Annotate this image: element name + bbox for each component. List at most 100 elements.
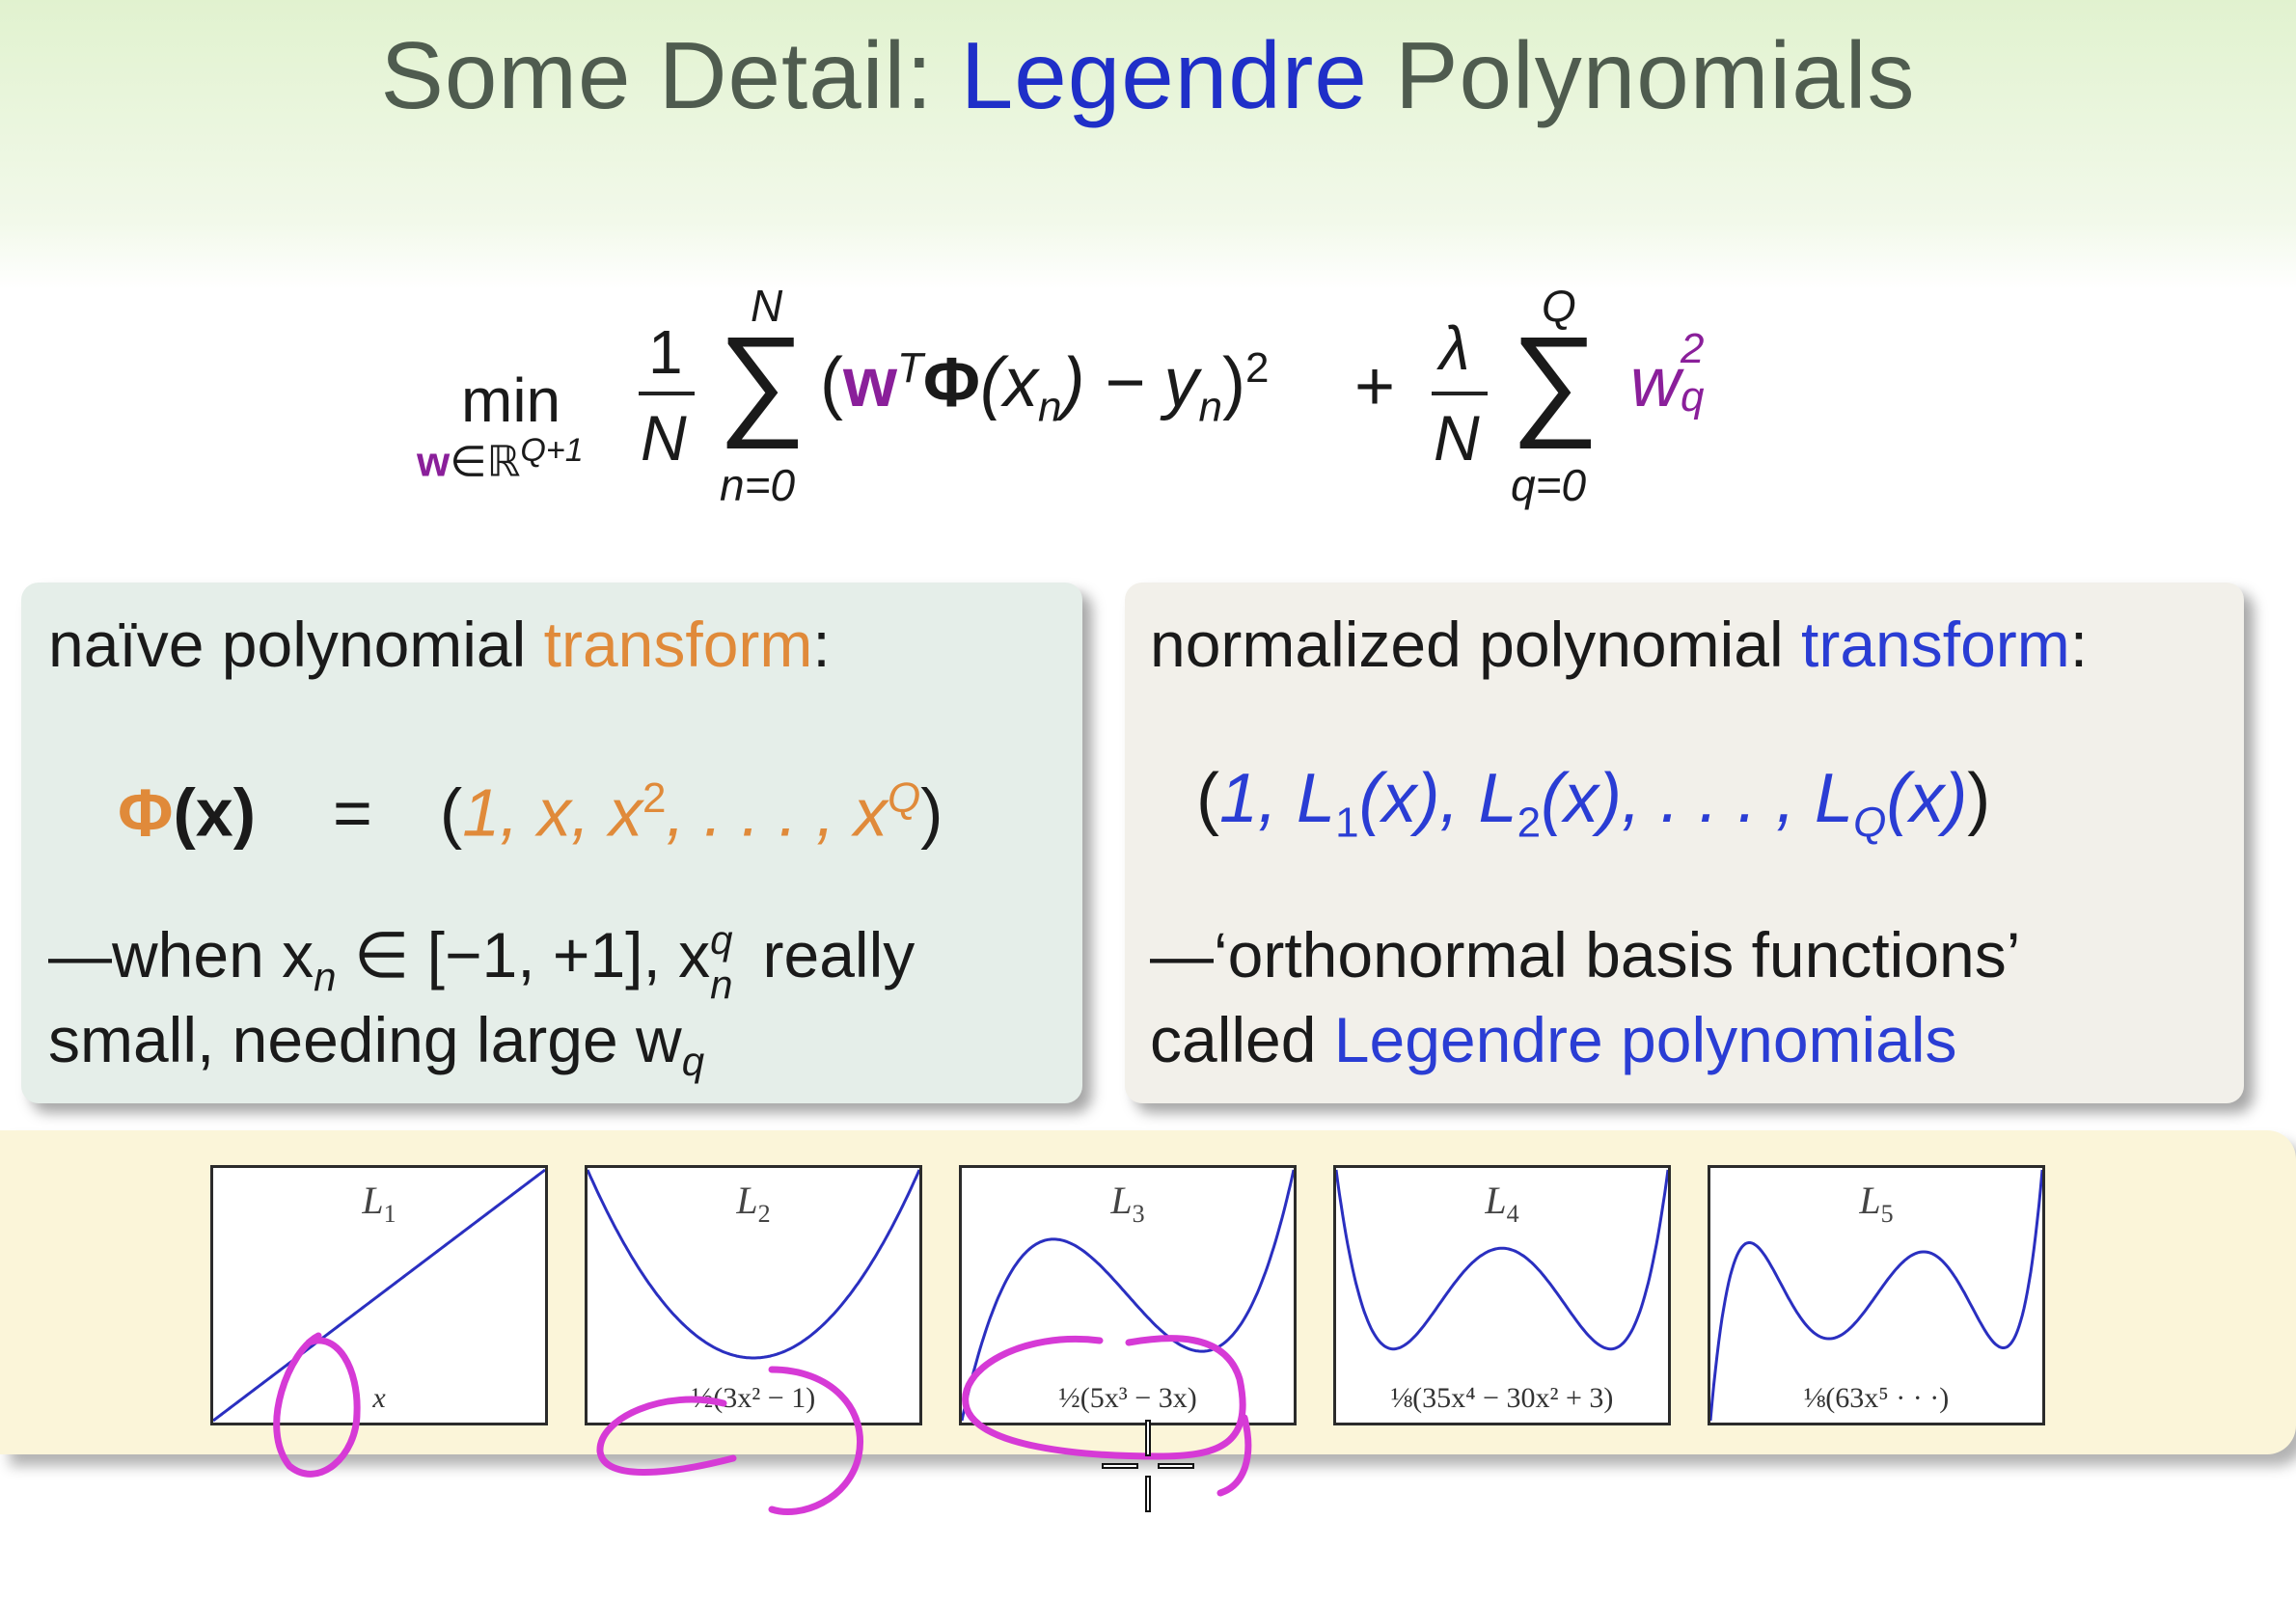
plot-L3-label-L: L xyxy=(1110,1179,1133,1222)
naive-x-arg: (x) xyxy=(173,774,257,851)
plot-L5-formula: ⅛(63x⁵ · · ·) xyxy=(1803,1382,1950,1414)
frac2-den: N xyxy=(1434,402,1480,474)
naive-heading: naïve polynomial transform: xyxy=(48,602,831,687)
naive-transform-box: naïve polynomial transform: Φ(x) = (1, x, … xyxy=(21,583,1082,1103)
xn-close: ) − y xyxy=(1061,344,1199,421)
normalized-heading-suffix: : xyxy=(2069,609,2089,680)
plot-L3-curve-svg xyxy=(962,1169,1294,1422)
normalized-note2-prefix: called xyxy=(1150,1004,1334,1075)
legendre-p1: (x), L xyxy=(1358,760,1517,837)
sum2-sigma: ∑ xyxy=(1511,312,1599,449)
xn-open: (x xyxy=(980,344,1038,421)
naive-note-c: really xyxy=(745,919,916,990)
plot-L1: L1 x xyxy=(210,1165,548,1425)
naive-vector-body: 1, x, x xyxy=(462,774,642,851)
naive-heading-prefix: naïve polynomial xyxy=(48,609,544,680)
frac1-num: 1 xyxy=(648,317,683,387)
min-subscript: w∈ℝQ+1 xyxy=(417,432,584,487)
naive-note2-a: small, needing large w xyxy=(48,1004,682,1075)
plot-L2-label-sub: 2 xyxy=(757,1200,771,1228)
crosshair-highlight xyxy=(1104,1422,1192,1510)
plot-L4-curve xyxy=(1336,1169,1668,1351)
residual-term: (wTΦ(xn) − yn)2 xyxy=(820,343,1269,431)
wq-base: w xyxy=(1630,344,1681,421)
frac1-den: N xyxy=(641,402,687,474)
normalized-note2-highlight: Legendre polynomials xyxy=(1333,1004,1957,1075)
min-operator: min xyxy=(461,366,561,435)
legendre-sub2: 2 xyxy=(1517,799,1542,847)
plot-L1-label-sub: 1 xyxy=(383,1200,396,1228)
plot-L2-label: L2 xyxy=(588,1178,919,1229)
naive-heading-suffix: : xyxy=(812,609,831,680)
legendre-p2: (x), . . . , L xyxy=(1541,760,1854,837)
legendre-body: 1, L xyxy=(1218,760,1336,837)
square: 2 xyxy=(1244,344,1270,392)
legendre-vector: (1, L1(x), L2(x), . . . , LQ(x)) xyxy=(1196,756,1990,865)
legendre-close: ) xyxy=(1967,760,1991,837)
phi-symbol: Φ xyxy=(922,344,980,421)
wq-sub: q xyxy=(1681,373,1705,421)
naive-note2-sub: q xyxy=(681,1039,705,1085)
plot-L3-formula: ½(5x³ − 3x) xyxy=(1058,1382,1197,1414)
plot-L5: L5 ⅛(63x⁵ · · ·) xyxy=(1708,1165,2045,1425)
plot-L2-formula: ½(3x² − 1) xyxy=(691,1382,816,1414)
slide-title: Some Detail: Legendre Polynomials xyxy=(0,21,2296,130)
naive-heading-highlight: transform xyxy=(543,609,813,680)
sum2-top: Q xyxy=(1542,281,1576,331)
legendre-subQ: Q xyxy=(1853,799,1887,847)
yn-subscript: n xyxy=(1198,383,1222,431)
naive-vector-mid: , . . . , x xyxy=(666,774,888,851)
naive-open: ( xyxy=(439,774,463,851)
normalized-transform-box: normalized polynomial transform: (1, L1(… xyxy=(1125,583,2244,1103)
naive-note-sub2: n xyxy=(710,962,733,1007)
min-sub-sup: Q+1 xyxy=(520,432,584,469)
sum1-bottom: n=0 xyxy=(720,460,796,510)
frac2-num: λ xyxy=(1439,313,1470,383)
title-highlight: Legendre xyxy=(960,22,1368,128)
weight-vector: w xyxy=(842,344,897,421)
sum2-bottom: q=0 xyxy=(1511,460,1587,510)
plot-L1-curve-svg xyxy=(213,1168,545,1423)
plot-L1-curve xyxy=(213,1168,545,1423)
naive-close: ) xyxy=(920,774,943,851)
paren-open: ( xyxy=(820,344,843,421)
naive-equals: = xyxy=(333,774,372,851)
plot-L5-label: L5 xyxy=(1710,1178,2042,1229)
naive-vector-sup2: Q xyxy=(887,774,921,822)
min-sub-set: ∈ℝ xyxy=(450,438,521,486)
plot-L3-label-sub: 3 xyxy=(1132,1200,1145,1228)
crosshair-cursor-icon xyxy=(1102,1420,1194,1512)
naive-note-a: —when x xyxy=(48,919,314,990)
plot-L1-label-L: L xyxy=(362,1179,384,1222)
naive-note-b: ∈ [−1, +1], x xyxy=(336,919,711,990)
naive-note-line2: small, needing large wq xyxy=(48,997,704,1104)
title-prefix: Some Detail: xyxy=(380,22,961,128)
title-suffix: Polynomials xyxy=(1367,22,1916,128)
normalized-heading-prefix: normalized polynomial xyxy=(1150,609,1801,680)
plot-L4-label-L: L xyxy=(1485,1179,1507,1222)
plot-L5-curve-svg xyxy=(1710,1169,2042,1422)
plot-L1-formula: x xyxy=(372,1382,386,1414)
plot-L3-curve xyxy=(962,1169,1294,1422)
normalized-heading: normalized polynomial transform: xyxy=(1150,602,2088,687)
plot-L2-curve xyxy=(588,1169,919,1360)
objective-formula: min w∈ℝQ+1 1 N N ∑ n=0 (wTΦ(xn) − yn)2 +… xyxy=(0,281,2296,521)
sum1-top: N xyxy=(751,281,783,331)
plot-L1-label: L1 xyxy=(213,1178,545,1229)
plot-L5-label-sub: 5 xyxy=(1880,1200,1894,1228)
naive-note-sub: n xyxy=(314,954,337,1000)
naive-note-sup: q xyxy=(710,917,733,963)
plus-sign: + xyxy=(1354,348,1396,425)
normalized-note-line1: —‘orthonormal basis functions’ xyxy=(1150,919,2021,990)
plot-L2-label-L: L xyxy=(736,1179,758,1222)
plot-L4-curve-svg xyxy=(1336,1169,1668,1351)
plot-L5-label-L: L xyxy=(1859,1179,1881,1222)
frac2-bar xyxy=(1432,392,1488,395)
plot-L4-label: L4 xyxy=(1336,1178,1668,1229)
naive-transform-formula: Φ(x) = (1, x, x2, . . . , xQ) xyxy=(118,756,943,855)
paren-close: ) xyxy=(1221,344,1245,421)
plot-L5-curve xyxy=(1710,1169,2042,1422)
frac1-bar xyxy=(639,392,695,395)
